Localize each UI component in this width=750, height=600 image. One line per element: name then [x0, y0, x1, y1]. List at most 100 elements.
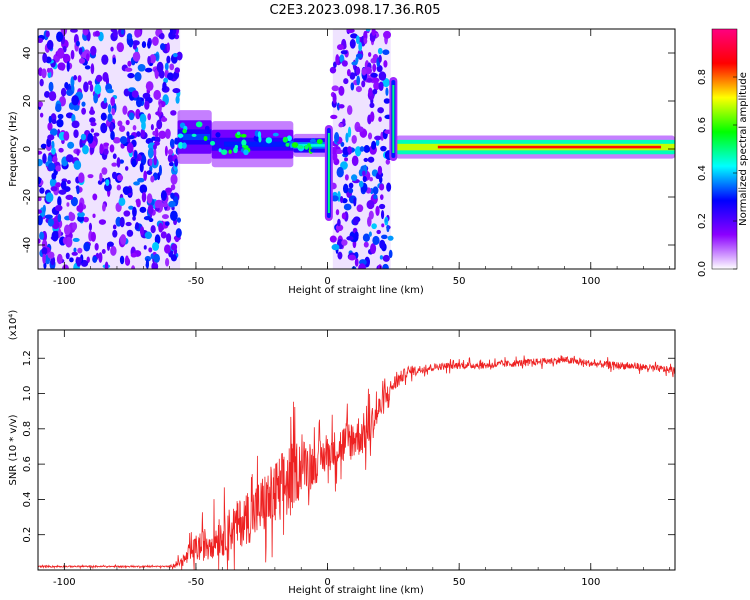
noise-speckle: [78, 47, 83, 55]
noise-speckle: [334, 149, 343, 155]
noise-speckle: [120, 29, 125, 35]
noise-speckle: [346, 29, 355, 34]
noise-speckle: [70, 76, 75, 88]
noise-speckle: [170, 184, 176, 191]
noise-speckle: [153, 147, 157, 158]
noise-speckle: [372, 63, 377, 73]
noise-speckle: [110, 130, 115, 141]
noise-speckle: [334, 132, 340, 143]
x-tick-label: -100: [53, 276, 76, 287]
noise-speckle: [148, 247, 153, 253]
snr-panel: -100 -50 0 50 100 0.2 0.4 0.6 0.8 1.0 1.2 Height …: [8, 310, 676, 596]
noise-speckle: [342, 118, 346, 126]
noise-speckle: [337, 218, 341, 227]
noise-speckle: [168, 200, 176, 208]
noise-speckle: [154, 234, 161, 245]
signal-blob: [218, 148, 222, 153]
noise-speckle: [385, 87, 389, 96]
noise-speckle: [64, 82, 69, 89]
noise-speckle: [55, 165, 61, 172]
signal-blob: [240, 133, 247, 138]
noise-speckle: [367, 132, 373, 140]
noise-speckle: [378, 203, 386, 210]
noise-speckle: [93, 93, 99, 104]
noise-speckle: [58, 189, 67, 195]
noise-speckle: [66, 179, 71, 185]
noise-speckle: [78, 58, 86, 64]
noise-speckle: [62, 264, 70, 269]
noise-speckle: [104, 261, 109, 269]
signal-peak: [437, 145, 662, 149]
y-tick-label: 1.0: [22, 386, 33, 402]
noise-speckle: [141, 120, 146, 131]
noise-speckle: [40, 143, 47, 149]
noise-speckle: [153, 253, 160, 263]
noise-speckle: [130, 252, 137, 258]
noise-speckle: [368, 87, 373, 97]
noise-speckle: [77, 211, 85, 218]
noise-speckle: [76, 257, 83, 263]
noise-speckle: [144, 67, 153, 73]
noise-speckle: [147, 55, 151, 65]
noise-speckle: [348, 182, 354, 189]
signal-blob: [282, 136, 288, 143]
noise-speckle: [131, 90, 139, 98]
x-tick-label: -100: [53, 577, 76, 588]
noise-speckle: [38, 158, 43, 167]
x-tick-label: -50: [188, 577, 204, 588]
signal-blob: [195, 121, 203, 128]
colorbar-tick-label: 0.6: [697, 117, 708, 133]
noise-speckle: [348, 187, 354, 194]
noise-speckle: [363, 241, 369, 248]
noise-speckle: [45, 192, 54, 203]
noise-speckle: [375, 138, 380, 146]
noise-speckle: [164, 62, 169, 71]
y-tick-label: 0.2: [22, 527, 33, 543]
noise-speckle: [172, 87, 181, 94]
noise-speckle: [90, 63, 95, 75]
noise-speckle: [161, 202, 169, 208]
noise-speckle: [125, 119, 130, 126]
noise-speckle: [116, 42, 125, 53]
noise-speckle: [152, 130, 157, 136]
noise-speckle: [78, 172, 85, 184]
noise-speckle: [366, 78, 373, 83]
noise-speckle: [378, 81, 384, 92]
noise-speckle: [147, 40, 151, 49]
signal-blob: [236, 131, 241, 136]
noise-speckle: [51, 230, 59, 242]
noise-speckle: [133, 150, 138, 160]
noise-speckle: [52, 155, 58, 163]
noise-speckle: [60, 180, 67, 190]
noise-speckle: [356, 126, 364, 133]
noise-speckle: [41, 247, 48, 255]
noise-speckle: [176, 51, 183, 61]
y-tick-label: 40: [22, 47, 33, 60]
noise-speckle: [42, 153, 47, 164]
snr-ylabel: SNR (10 * v/v): [8, 414, 19, 485]
noise-speckle: [373, 194, 378, 200]
noise-speckle: [76, 186, 80, 195]
x-tick-label: 100: [581, 276, 600, 287]
y-tick-label: 20: [22, 95, 33, 108]
x-tick-label: 0: [324, 577, 330, 588]
noise-speckle: [112, 57, 117, 65]
noise-speckle: [342, 183, 349, 194]
noise-speckle: [174, 158, 179, 167]
noise-speckle: [132, 40, 140, 46]
noise-speckle: [95, 74, 103, 83]
noise-speckle: [103, 142, 110, 147]
x-tick-label: 100: [581, 577, 600, 588]
noise-speckle: [339, 196, 344, 204]
noise-speckle: [332, 92, 337, 104]
noise-speckle: [335, 54, 340, 65]
noise-speckle: [362, 170, 366, 176]
noise-speckle: [174, 67, 180, 74]
y-tick-label: -40: [22, 237, 33, 253]
noise-speckle: [43, 262, 47, 269]
figure-title: C2E3.2023.098.17.36.R05: [269, 3, 440, 18]
noise-speckle: [168, 161, 174, 167]
noise-speckle: [135, 97, 143, 108]
noise-speckle: [111, 162, 118, 167]
